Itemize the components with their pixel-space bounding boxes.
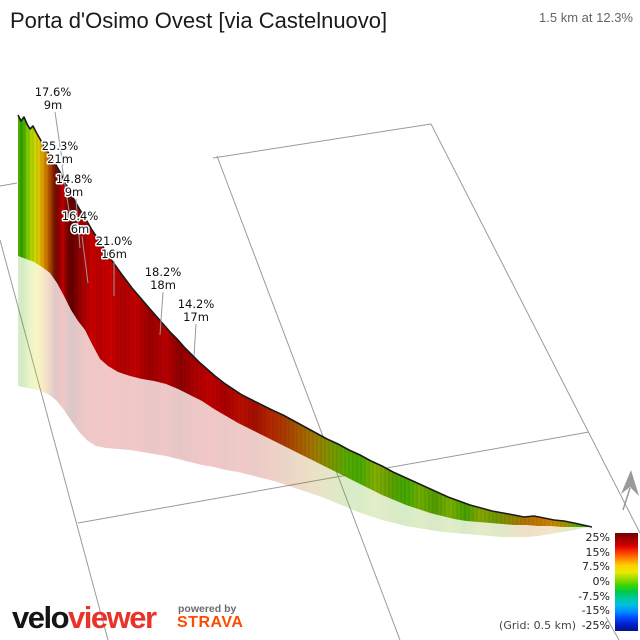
grade-leader (81, 235, 89, 284)
climb-summary: 1.5 km at 12.3% (539, 10, 633, 25)
grade-mark-label: 16.4% 6m (62, 209, 99, 236)
grid-line (216, 155, 401, 640)
grid-line (605, 616, 620, 640)
ribbon-striations (20, 120, 582, 527)
strava-logo[interactable]: STRAVA (177, 614, 244, 631)
grid-line (430, 123, 640, 534)
grade-value: 14.8% (56, 172, 93, 186)
legend-tick-label: -7.5% (578, 590, 610, 603)
ribbon-ground-shadow (18, 256, 592, 537)
grade-value: 25.3% (42, 139, 79, 153)
north-arrow-icon (621, 470, 639, 511)
veloviewer-logo-viewer: viewer (68, 600, 157, 635)
page-title: Porta d'Osimo Ovest [via Castelnuovo] (10, 8, 388, 33)
legend-ticks: 25% 15%7.5% 0% -7.5%-15% -25% (578, 531, 610, 632)
veloviewer-logo[interactable]: veloviewer (12, 600, 157, 636)
grade-leader (54, 111, 64, 167)
grade-height: 9m (44, 98, 63, 112)
grade-mark-label: 14.8% 9m (56, 172, 93, 199)
legend-tick-label: -25% (582, 619, 610, 632)
legend-tick-label: 15% (586, 546, 610, 559)
grade-height: 16m (101, 247, 127, 261)
grade-mark-label: 18.2% 18m (145, 265, 182, 292)
grade-mark-label: 21.0% 16m (96, 234, 133, 261)
grade-height: 6m (71, 222, 90, 236)
grade-mark-label: 25.3% 21m (42, 139, 79, 166)
grade-value: 14.2% (178, 297, 215, 311)
grade-value: 17.6% (35, 85, 72, 99)
legend-tick-label: 0% (593, 575, 610, 588)
elevation-silhouette (17, 114, 593, 528)
grade-value: 21.0% (96, 234, 133, 248)
legend-tick-label: 7.5% (582, 560, 610, 573)
north-arrow-tail (622, 487, 631, 511)
grade-height: 21m (47, 152, 73, 166)
grade-height: 17m (183, 310, 209, 324)
grade-leader (193, 323, 197, 357)
legend-tick-label: 25% (586, 531, 610, 544)
grid-scale-note: (Grid: 0.5 km) (499, 619, 576, 632)
grade-mark-label: 17.6% 9m (35, 85, 72, 112)
grade-height: 9m (65, 185, 84, 199)
grade-leader (61, 165, 71, 218)
north-arrow-head (621, 470, 639, 496)
legend-gradient-bar (615, 533, 638, 631)
grid-line (212, 123, 432, 159)
grade-value: 16.4% (62, 209, 99, 223)
legend-tick-label: -15% (582, 604, 610, 617)
gradient-ribbon (18, 115, 592, 527)
powered-by-label: powered by (178, 603, 237, 615)
grade-mark-label: 14.2% 17m (178, 297, 215, 324)
grade-value: 18.2% (145, 265, 182, 279)
veloviewer-logo-velo: velo (12, 600, 70, 635)
grade-leader (159, 291, 164, 336)
grade-height: 18m (150, 278, 176, 292)
grade-leader (75, 198, 81, 249)
grade-leader-lines (54, 111, 197, 357)
grid-line (0, 182, 18, 187)
